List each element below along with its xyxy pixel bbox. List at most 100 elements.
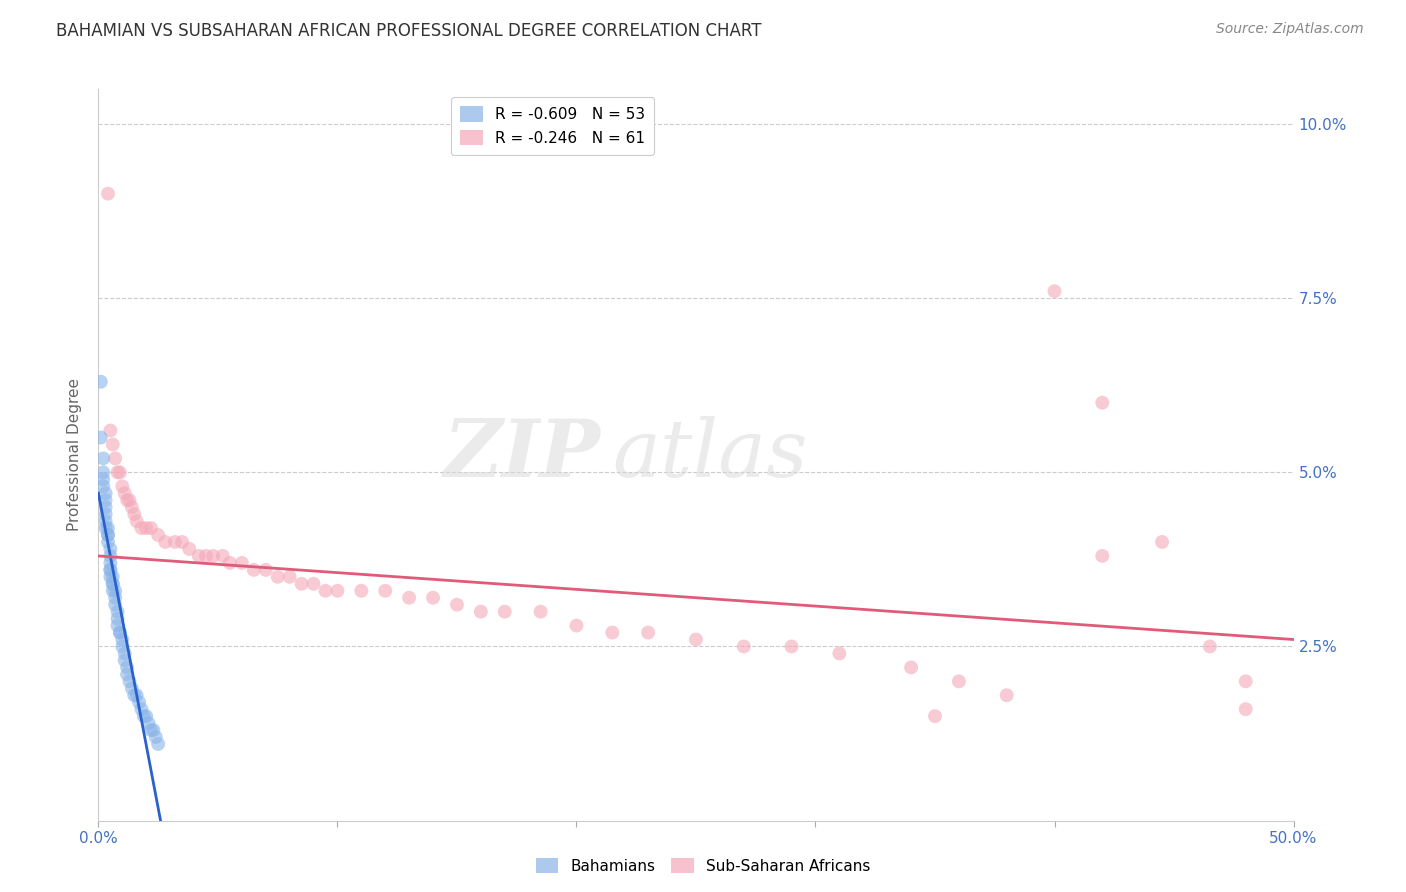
Point [124,688,146,702]
Point [94,493,117,508]
Point [139,723,162,737]
Point [104,591,127,605]
Point [135,521,157,535]
Point [470,605,492,619]
Point [211,549,233,563]
Point [104,451,127,466]
Point [138,716,160,731]
Point [135,709,157,723]
Point [94,514,117,528]
Point [219,556,242,570]
Point [187,549,209,563]
Point [1150,535,1173,549]
Point [1091,549,1114,563]
Point [139,521,162,535]
Point [94,500,117,515]
Point [565,618,588,632]
Point [98,549,122,563]
Point [924,709,946,723]
Point [828,647,851,661]
Point [104,583,127,598]
Point [179,541,201,556]
Point [114,653,136,667]
Point [900,660,922,674]
Point [107,466,129,480]
Point [91,466,114,480]
Text: BAHAMIAN VS SUBSAHARAN AFRICAN PROFESSIONAL DEGREE CORRELATION CHART: BAHAMIAN VS SUBSAHARAN AFRICAN PROFESSIO… [56,22,762,40]
Point [111,479,134,493]
Point [1234,702,1257,716]
Point [494,605,516,619]
Point [685,632,707,647]
Point [291,576,314,591]
Point [94,486,117,500]
Point [128,695,150,709]
Point [98,556,122,570]
Point [131,521,153,535]
Text: atlas: atlas [613,417,807,493]
Legend: Bahamians, Sub-Saharan Africans: Bahamians, Sub-Saharan Africans [530,852,876,880]
Point [115,667,138,681]
Point [94,507,117,521]
Point [115,660,138,674]
Point [104,598,127,612]
Point [1043,284,1066,298]
Point [98,424,122,438]
Point [302,576,325,591]
Point [780,640,803,654]
Point [115,493,138,508]
Point [948,674,970,689]
Point [637,625,659,640]
Text: ZIP: ZIP [443,417,600,493]
Point [101,576,124,591]
Point [1091,395,1114,409]
Point [326,583,349,598]
Point [108,466,131,480]
Point [132,709,155,723]
Point [97,535,120,549]
Point [350,583,373,598]
Point [107,605,129,619]
Point [90,430,112,444]
Point [98,570,122,584]
Point [148,737,170,751]
Point [94,521,117,535]
Point [97,186,120,201]
Point [529,605,551,619]
Point [315,583,337,598]
Text: Source: ZipAtlas.com: Source: ZipAtlas.com [1216,22,1364,37]
Point [131,702,153,716]
Point [1198,640,1220,654]
Point [202,549,225,563]
Point [118,493,141,508]
Point [97,528,120,542]
Point [121,681,143,696]
Point [91,472,114,486]
Point [155,535,177,549]
Point [148,528,170,542]
Point [446,598,468,612]
Point [145,730,167,744]
Point [111,640,134,654]
Point [121,500,143,515]
Point [91,479,114,493]
Point [194,549,218,563]
Point [125,514,148,528]
Point [97,521,120,535]
Point [124,507,146,521]
Point [422,591,444,605]
Legend: R = -0.609   N = 53, R = -0.246   N = 61: R = -0.609 N = 53, R = -0.246 N = 61 [451,97,654,155]
Point [101,576,124,591]
Point [101,570,124,584]
Point [118,674,141,689]
Point [98,541,122,556]
Point [107,612,129,626]
Point [1234,674,1257,689]
Point [108,625,131,640]
Point [98,563,122,577]
Point [243,563,266,577]
Point [163,535,186,549]
Point [114,647,136,661]
Point [278,570,301,584]
Point [398,591,420,605]
